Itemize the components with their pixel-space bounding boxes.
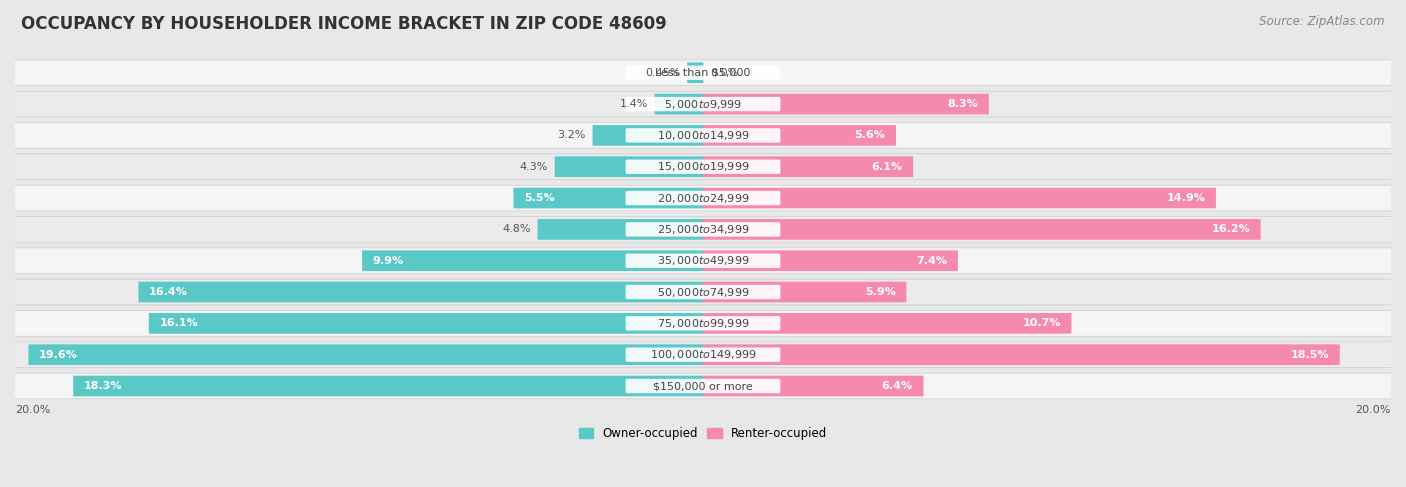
Text: 3.2%: 3.2%: [558, 131, 586, 140]
FancyBboxPatch shape: [703, 375, 924, 396]
Text: $20,000 to $24,999: $20,000 to $24,999: [657, 191, 749, 205]
FancyBboxPatch shape: [14, 123, 1392, 148]
FancyBboxPatch shape: [139, 281, 703, 302]
Text: $10,000 to $14,999: $10,000 to $14,999: [657, 129, 749, 142]
Text: 14.9%: 14.9%: [1167, 193, 1205, 203]
FancyBboxPatch shape: [14, 91, 1392, 117]
Text: 5.6%: 5.6%: [855, 131, 886, 140]
FancyBboxPatch shape: [626, 222, 780, 237]
FancyBboxPatch shape: [703, 313, 1071, 334]
FancyBboxPatch shape: [73, 375, 703, 396]
FancyBboxPatch shape: [703, 156, 912, 177]
Text: 5.5%: 5.5%: [524, 193, 555, 203]
FancyBboxPatch shape: [703, 94, 988, 114]
Text: 4.8%: 4.8%: [502, 225, 531, 234]
Text: $150,000 or more: $150,000 or more: [654, 381, 752, 391]
Text: $100,000 to $149,999: $100,000 to $149,999: [650, 348, 756, 361]
FancyBboxPatch shape: [703, 219, 1261, 240]
FancyBboxPatch shape: [626, 191, 780, 205]
Text: 20.0%: 20.0%: [15, 405, 51, 415]
Text: $35,000 to $49,999: $35,000 to $49,999: [657, 254, 749, 267]
Text: 16.4%: 16.4%: [149, 287, 188, 297]
FancyBboxPatch shape: [537, 219, 703, 240]
Text: 20.0%: 20.0%: [1355, 405, 1391, 415]
FancyBboxPatch shape: [14, 279, 1392, 305]
FancyBboxPatch shape: [14, 248, 1392, 274]
FancyBboxPatch shape: [703, 125, 896, 146]
FancyBboxPatch shape: [703, 250, 957, 271]
FancyBboxPatch shape: [14, 217, 1392, 242]
FancyBboxPatch shape: [363, 250, 703, 271]
Text: 6.1%: 6.1%: [872, 162, 903, 172]
FancyBboxPatch shape: [14, 185, 1392, 211]
Text: 10.7%: 10.7%: [1022, 318, 1060, 328]
FancyBboxPatch shape: [626, 348, 780, 362]
Text: 5.9%: 5.9%: [865, 287, 896, 297]
Text: 16.2%: 16.2%: [1211, 225, 1250, 234]
FancyBboxPatch shape: [14, 342, 1392, 368]
FancyBboxPatch shape: [555, 156, 703, 177]
Text: 19.6%: 19.6%: [39, 350, 77, 360]
FancyBboxPatch shape: [626, 66, 780, 80]
FancyBboxPatch shape: [14, 373, 1392, 399]
Text: $75,000 to $99,999: $75,000 to $99,999: [657, 317, 749, 330]
Text: 18.3%: 18.3%: [84, 381, 122, 391]
Text: 1.4%: 1.4%: [620, 99, 648, 109]
Text: 0.45%: 0.45%: [645, 68, 681, 78]
Text: 18.5%: 18.5%: [1291, 350, 1329, 360]
Legend: Owner-occupied, Renter-occupied: Owner-occupied, Renter-occupied: [574, 422, 832, 445]
Text: 4.3%: 4.3%: [520, 162, 548, 172]
FancyBboxPatch shape: [626, 128, 780, 143]
FancyBboxPatch shape: [28, 344, 703, 365]
FancyBboxPatch shape: [513, 187, 703, 208]
FancyBboxPatch shape: [14, 311, 1392, 336]
FancyBboxPatch shape: [592, 125, 703, 146]
Text: $25,000 to $34,999: $25,000 to $34,999: [657, 223, 749, 236]
Text: OCCUPANCY BY HOUSEHOLDER INCOME BRACKET IN ZIP CODE 48609: OCCUPANCY BY HOUSEHOLDER INCOME BRACKET …: [21, 15, 666, 33]
FancyBboxPatch shape: [626, 316, 780, 331]
Text: 16.1%: 16.1%: [159, 318, 198, 328]
FancyBboxPatch shape: [626, 160, 780, 174]
FancyBboxPatch shape: [14, 154, 1392, 180]
Text: 6.4%: 6.4%: [882, 381, 912, 391]
FancyBboxPatch shape: [626, 254, 780, 268]
FancyBboxPatch shape: [703, 187, 1216, 208]
Text: 7.4%: 7.4%: [917, 256, 948, 266]
FancyBboxPatch shape: [655, 94, 703, 114]
FancyBboxPatch shape: [688, 62, 703, 83]
Text: Source: ZipAtlas.com: Source: ZipAtlas.com: [1260, 15, 1385, 28]
Text: $50,000 to $74,999: $50,000 to $74,999: [657, 285, 749, 299]
FancyBboxPatch shape: [149, 313, 703, 334]
FancyBboxPatch shape: [626, 97, 780, 112]
FancyBboxPatch shape: [626, 379, 780, 393]
FancyBboxPatch shape: [626, 285, 780, 299]
FancyBboxPatch shape: [14, 60, 1392, 86]
Text: $5,000 to $9,999: $5,000 to $9,999: [664, 97, 742, 111]
Text: 8.3%: 8.3%: [948, 99, 979, 109]
Text: 0.0%: 0.0%: [710, 68, 738, 78]
Text: 9.9%: 9.9%: [373, 256, 404, 266]
Text: $15,000 to $19,999: $15,000 to $19,999: [657, 160, 749, 173]
FancyBboxPatch shape: [703, 344, 1340, 365]
FancyBboxPatch shape: [703, 281, 907, 302]
Text: Less than $5,000: Less than $5,000: [655, 68, 751, 78]
